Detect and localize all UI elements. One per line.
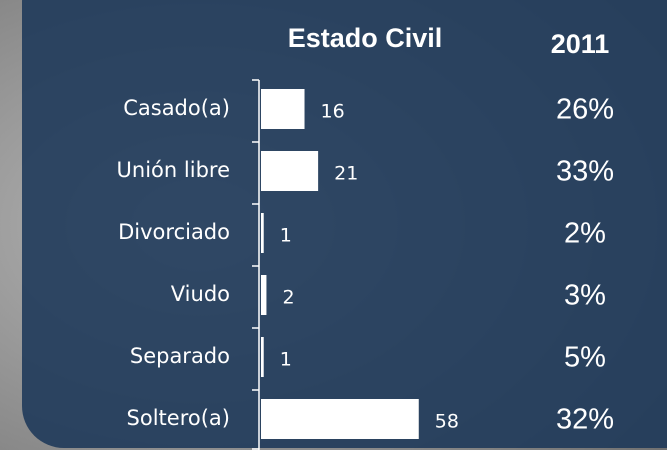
category-label: Casado(a) — [123, 96, 230, 120]
value-label: 16 — [321, 101, 345, 123]
category-label: Unión libre — [117, 158, 230, 182]
category-label: Soltero(a) — [127, 406, 230, 430]
bar — [261, 337, 264, 377]
bar — [261, 89, 305, 129]
page: Estado Civil 2011 Casado(a) 16 26% Unión li… — [0, 0, 667, 450]
percent-label: 5% — [564, 342, 606, 374]
percent-label: 33% — [556, 156, 614, 188]
percent-label: 32% — [556, 404, 614, 436]
percent-label: 26% — [556, 94, 614, 126]
value-label: 58 — [435, 411, 459, 433]
value-label: 21 — [334, 163, 358, 185]
percent-label: 3% — [564, 280, 606, 312]
column-title: 2011 — [551, 29, 610, 59]
bar — [261, 213, 264, 253]
chart: Estado Civil 2011 Casado(a) 16 26% Unión li… — [0, 0, 667, 450]
bar — [261, 151, 318, 191]
category-label: Divorciado — [118, 220, 230, 244]
percent-label: 2% — [564, 218, 606, 250]
value-label: 1 — [280, 225, 292, 247]
bar — [261, 275, 266, 315]
category-label: Separado — [130, 344, 230, 368]
category-label: Viudo — [171, 282, 230, 306]
chart-title: Estado Civil — [288, 23, 443, 53]
value-label: 1 — [280, 349, 292, 371]
bar — [261, 399, 419, 439]
value-label: 2 — [282, 287, 294, 309]
